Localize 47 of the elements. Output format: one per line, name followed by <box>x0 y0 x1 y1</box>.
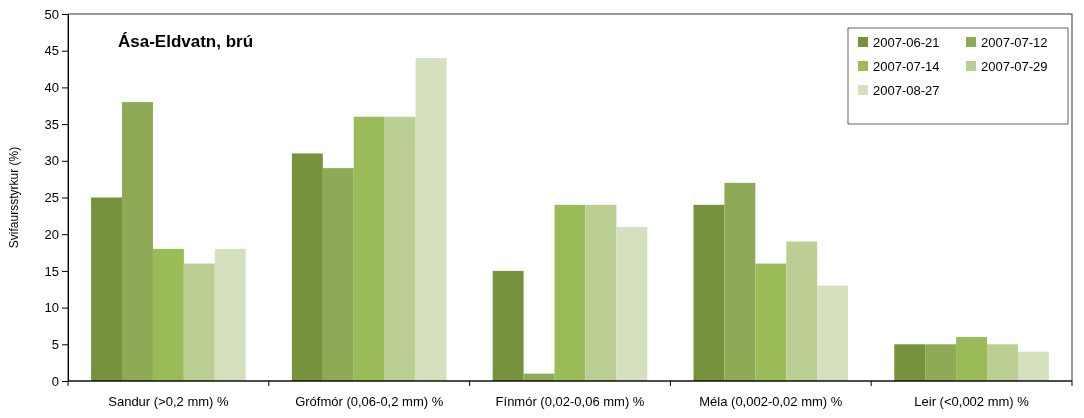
bar <box>214 248 246 381</box>
x-tick-label: Sandur (>0,2 mm) % <box>108 394 229 409</box>
bar <box>925 344 957 381</box>
legend-label: 2007-08-27 <box>873 83 940 98</box>
x-tick-label: Grófmór (0,06-0,2 mm) % <box>295 394 444 409</box>
bar <box>894 344 926 381</box>
bar <box>585 204 617 381</box>
legend-label: 2007-07-29 <box>981 59 1048 74</box>
legend-label: 2007-07-12 <box>981 35 1048 50</box>
y-tick-label: 5 <box>51 336 59 352</box>
bar <box>956 336 988 381</box>
x-tick-label: Fínmór (0,02-0,06 mm) % <box>495 394 645 409</box>
bar <box>183 263 215 381</box>
bar <box>415 58 447 381</box>
legend-label: 2007-06-21 <box>873 35 940 50</box>
bar <box>492 270 524 381</box>
bar <box>755 263 787 381</box>
bar <box>817 285 849 381</box>
bar <box>786 241 818 381</box>
bar <box>554 204 586 381</box>
y-tick-label: 45 <box>44 43 59 59</box>
bar <box>724 182 756 381</box>
bar <box>152 248 184 381</box>
y-tick-label: 15 <box>44 263 59 279</box>
x-tick-label: Méla (0,002-0,02 mm) % <box>699 394 843 409</box>
text: Ása-Eldvatn, brú <box>118 32 254 51</box>
bar <box>987 344 1018 381</box>
y-tick-label: 30 <box>44 153 59 169</box>
y-tick-label: 35 <box>44 116 59 132</box>
legend-label: 2007-07-14 <box>873 59 940 74</box>
y-tick-label: 10 <box>44 300 59 316</box>
bar <box>322 168 354 381</box>
y-tick-label: 25 <box>44 190 59 206</box>
y-tick-label: 40 <box>44 80 59 96</box>
x-tick-label: Leir (<0,002 mm) % <box>914 394 1030 409</box>
y-tick-label: 50 <box>44 6 59 22</box>
bar <box>693 204 725 381</box>
bar <box>91 197 123 381</box>
bar <box>384 116 416 381</box>
y-tick-label: 20 <box>44 226 59 242</box>
bar <box>122 102 153 381</box>
y-tick-label: 0 <box>51 373 59 389</box>
bar <box>616 226 648 381</box>
bar <box>353 116 385 381</box>
bar <box>291 153 323 381</box>
y-axis-title: Svifaursstyrkur (%) <box>7 146 21 249</box>
bar <box>1017 351 1049 381</box>
